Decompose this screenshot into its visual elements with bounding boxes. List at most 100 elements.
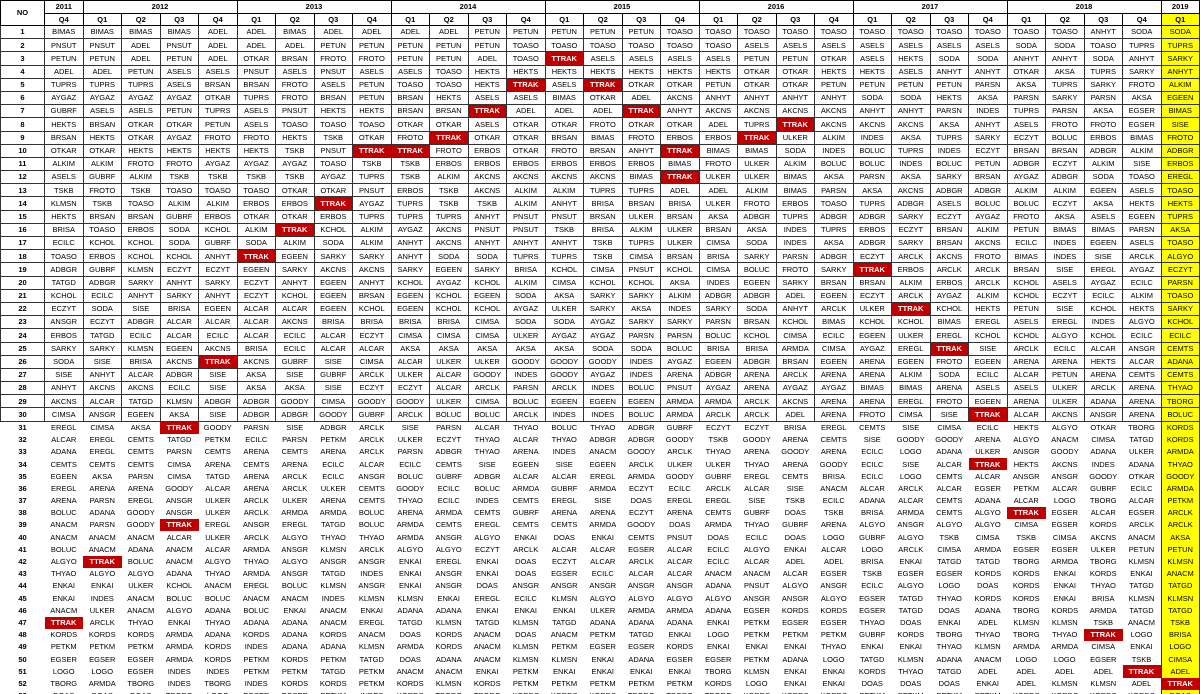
stock-cell: GOODY xyxy=(544,367,584,383)
stock-cell: PETKM xyxy=(314,690,353,694)
rank-row: 2 PNSUT PNSUT ADEL PNSUT ADEL ADEL ADEL PETUN PET… xyxy=(0,38,1200,53)
stock-cell: GOODY xyxy=(203,422,232,432)
stock-cell: GUBRF xyxy=(435,471,462,481)
stock-cell: SARKY xyxy=(621,315,661,330)
year-header: 2012 xyxy=(82,0,238,14)
stock-cell: CIMSA xyxy=(544,275,584,290)
stock-cell: TUPRS xyxy=(929,130,969,145)
stock-cell: ANACM xyxy=(1051,435,1079,445)
quarter-header: Q4 xyxy=(1122,12,1162,26)
stock-cell: ANHYT xyxy=(390,249,430,264)
stock-cell: AKCNS xyxy=(352,262,392,277)
stock-cell: ENKAI xyxy=(398,569,422,579)
stock-cell: ECILC xyxy=(976,422,999,432)
stock-cell: ECILC xyxy=(44,235,84,251)
stock-cell: BRISA xyxy=(860,508,884,518)
stock-cell: PARSN xyxy=(166,447,192,457)
stock-cell: KORDS xyxy=(545,690,584,694)
stock-cell: ERBOS xyxy=(82,249,122,264)
stock-cell: PETUN xyxy=(44,51,84,66)
stock-cell: EGSER xyxy=(897,569,924,579)
stock-cell: ASELS xyxy=(1006,117,1046,132)
stock-cell: ULKER xyxy=(621,209,661,224)
stock-cell: BIMAS xyxy=(814,315,854,330)
stock-cell: ADEL xyxy=(621,90,661,106)
stock-cell: ARCLK xyxy=(513,544,539,554)
stock-cell: TBORG xyxy=(1089,557,1117,567)
stock-cell: SARKY xyxy=(1160,51,1200,66)
rank-row: 24 ERBOS TATGD ECILC ALCAR ECILC ALCAR ECILC ALC… xyxy=(0,328,1200,343)
stock-cell: KCHOL xyxy=(429,301,469,317)
stock-cell: TTRAK xyxy=(467,104,507,119)
rank-row: 18 TOASO ERBOS KCHOL KCHOL ANHYT TTRAK EGEEN SAR… xyxy=(0,249,1200,264)
stock-cell: SODA xyxy=(1122,24,1162,40)
stock-cell: ALGYO xyxy=(281,532,308,542)
stock-cell: ALCAR xyxy=(390,354,430,369)
stock-cell: CEMTS xyxy=(936,471,963,481)
stock-cell: CIMSA xyxy=(44,407,84,422)
stock-cell: TTRAK xyxy=(1122,665,1161,678)
stock-cell: OTKAR xyxy=(775,64,815,79)
stock-cell: ALCAR xyxy=(1083,341,1123,356)
rank-number: 10 xyxy=(0,143,45,158)
stock-cell: ECZYT xyxy=(198,262,238,277)
stock-cell: AKCNS xyxy=(929,249,969,264)
stock-cell: TBORG xyxy=(661,690,700,694)
stock-cell: SODA xyxy=(737,235,777,251)
stock-cell: ARMDA xyxy=(165,642,193,652)
stock-cell: EGEEN xyxy=(589,459,616,469)
stock-cell: KCHOL xyxy=(737,328,777,343)
stock-cell: TBORG xyxy=(622,690,661,694)
stock-cell: AKCNS xyxy=(467,183,507,198)
stock-cell: TATGD xyxy=(205,471,230,481)
stock-cell: PARSN xyxy=(436,422,462,432)
stock-cell: BRSAN xyxy=(775,354,815,369)
stock-cell: KLMSN xyxy=(1128,593,1155,603)
stock-cell: ANSGR xyxy=(44,315,84,330)
stock-cell: ANSGR xyxy=(743,593,771,603)
stock-cell: KORDS xyxy=(204,642,232,652)
stock-cell: PARSN xyxy=(968,77,1008,92)
stock-cell: EGEEN xyxy=(1083,235,1123,251)
stock-cell: ADBGR xyxy=(737,354,777,369)
stock-cell: KORDS xyxy=(473,678,501,688)
stock-cell: THYAO xyxy=(243,557,269,567)
stock-cell: OTKAR xyxy=(313,183,353,198)
stock-cell: TSKB xyxy=(159,170,199,185)
stock-cell: HEKTS xyxy=(621,64,661,79)
stock-cell: ALCAR xyxy=(1006,367,1046,383)
stock-cell: ADANA xyxy=(628,617,655,627)
stock-cell: TUPRS xyxy=(352,170,392,185)
stock-cell: ANSGR xyxy=(281,569,309,579)
stock-cell: FROTO xyxy=(390,130,430,145)
stock-cell: SARKY xyxy=(352,249,392,264)
stock-cell: EGEEN xyxy=(968,354,1008,369)
quarter-header: Q1 xyxy=(1160,12,1200,26)
rank-row: 4 ADEL ADEL PETUN ASELS ASELS PNSUT ASELS PNSUT A… xyxy=(0,64,1200,79)
stock-cell: TTRAK xyxy=(583,77,623,92)
stock-cell: ULKER xyxy=(705,459,731,469)
stock-cell: SARKY xyxy=(44,341,84,356)
stock-cell: PETKM xyxy=(320,435,347,445)
rank-row: 38 BOLUC ADANA GOODY ANSGR ULKER ARCLK ARMDA ARM… xyxy=(1,506,1200,520)
stock-cell: KORDS xyxy=(1084,690,1123,694)
stock-cell: TUPRS xyxy=(621,183,661,198)
stock-cell: KCHOL xyxy=(1160,315,1200,330)
stock-cell: FROTO xyxy=(352,51,392,66)
stock-cell: TUPRS xyxy=(814,222,854,238)
stock-cell: ADANA xyxy=(1083,394,1123,409)
stock-cell: ASELS xyxy=(660,51,700,66)
stock-cell: SODA xyxy=(44,354,84,369)
stock-cell: EGSER xyxy=(1090,654,1117,664)
stock-cell: KCHOL xyxy=(583,275,623,290)
stock-cell: ALCAR xyxy=(1122,354,1162,369)
stock-cell: OTKAR xyxy=(660,117,700,132)
stock-cell: ANACM xyxy=(165,544,193,554)
stock-cell: TTRAK xyxy=(891,301,931,317)
stock-cell: ANACM xyxy=(589,447,617,457)
stock-cell: TUPRS xyxy=(1006,104,1046,119)
stock-cell: SISE xyxy=(555,459,573,469)
stock-cell: ARMDA xyxy=(627,605,655,615)
stock-cell: GOODY xyxy=(165,483,194,493)
stock-cell: AKSA xyxy=(1083,196,1123,211)
